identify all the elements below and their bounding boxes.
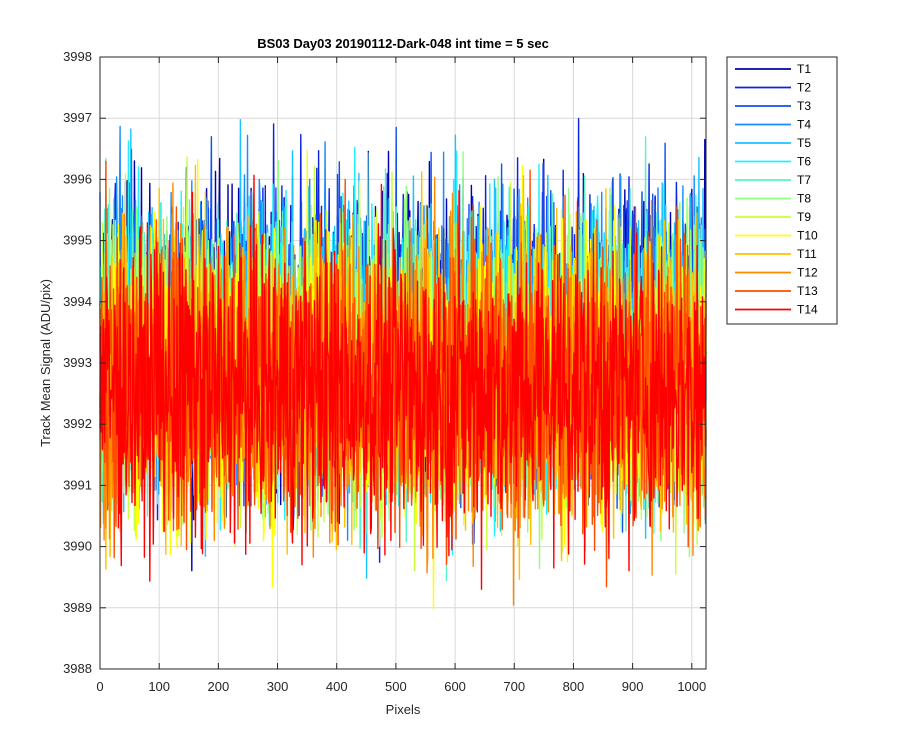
- y-tick-label: 3996: [63, 171, 92, 186]
- y-tick-label: 3989: [63, 600, 92, 615]
- x-axis-label: Pixels: [386, 702, 421, 717]
- legend-label: T13: [797, 284, 818, 298]
- x-tick-label: 600: [444, 679, 466, 694]
- y-tick-label: 3993: [63, 355, 92, 370]
- series-lines: [99, 117, 707, 610]
- legend-label: T3: [797, 99, 811, 113]
- y-tick-label: 3990: [63, 539, 92, 554]
- legend-label: T12: [797, 266, 818, 280]
- y-tick-label: 3994: [63, 294, 92, 309]
- legend-label: T5: [797, 136, 811, 150]
- legend-label: T11: [797, 247, 817, 261]
- legend-label: T8: [797, 192, 811, 206]
- x-tick-label: 1000: [677, 679, 706, 694]
- y-tick-label: 3995: [63, 233, 92, 248]
- x-tick-label: 400: [326, 679, 348, 694]
- y-ticks: 3988 3989 3990 3991 3992 3993 3994 3995 3996 3997…: [63, 49, 706, 676]
- y-tick-label: 3988: [63, 661, 92, 676]
- y-tick-label: 3998: [63, 49, 92, 64]
- x-tick-label: 300: [267, 679, 289, 694]
- legend-label: T1: [797, 62, 811, 76]
- y-tick-label: 3991: [63, 477, 92, 492]
- x-tick-label: 500: [385, 679, 407, 694]
- x-tick-label: 0: [96, 679, 103, 694]
- y-tick-label: 3992: [63, 416, 92, 431]
- x-tick-label: 700: [503, 679, 525, 694]
- x-tick-label: 800: [563, 679, 585, 694]
- x-ticks: 0 100 200 300 400 500 600 700 800 900 1000: [96, 57, 706, 694]
- legend-label: T10: [797, 229, 818, 243]
- chart-title: BS03 Day03 20190112-Dark-048 int time = …: [257, 36, 549, 51]
- x-tick-label: 100: [148, 679, 170, 694]
- y-axis-label: Track Mean Signal (ADU/pix): [38, 279, 53, 447]
- legend-label: T14: [797, 303, 818, 317]
- legend-label: T9: [797, 210, 811, 224]
- x-tick-label: 900: [622, 679, 644, 694]
- x-tick-label: 200: [208, 679, 230, 694]
- legend-box: [726, 56, 838, 325]
- legend: T1 T2 T3 T4 T5 T6 T7 T8 T9 T10 T11 T12 T13 T14: [726, 56, 838, 325]
- legend-label: T4: [797, 118, 811, 132]
- y-tick-label: 3997: [63, 110, 92, 125]
- legend-label: T2: [797, 81, 811, 95]
- series-line-t14: [99, 174, 707, 590]
- legend-label: T7: [797, 173, 811, 187]
- legend-label: T6: [797, 155, 811, 169]
